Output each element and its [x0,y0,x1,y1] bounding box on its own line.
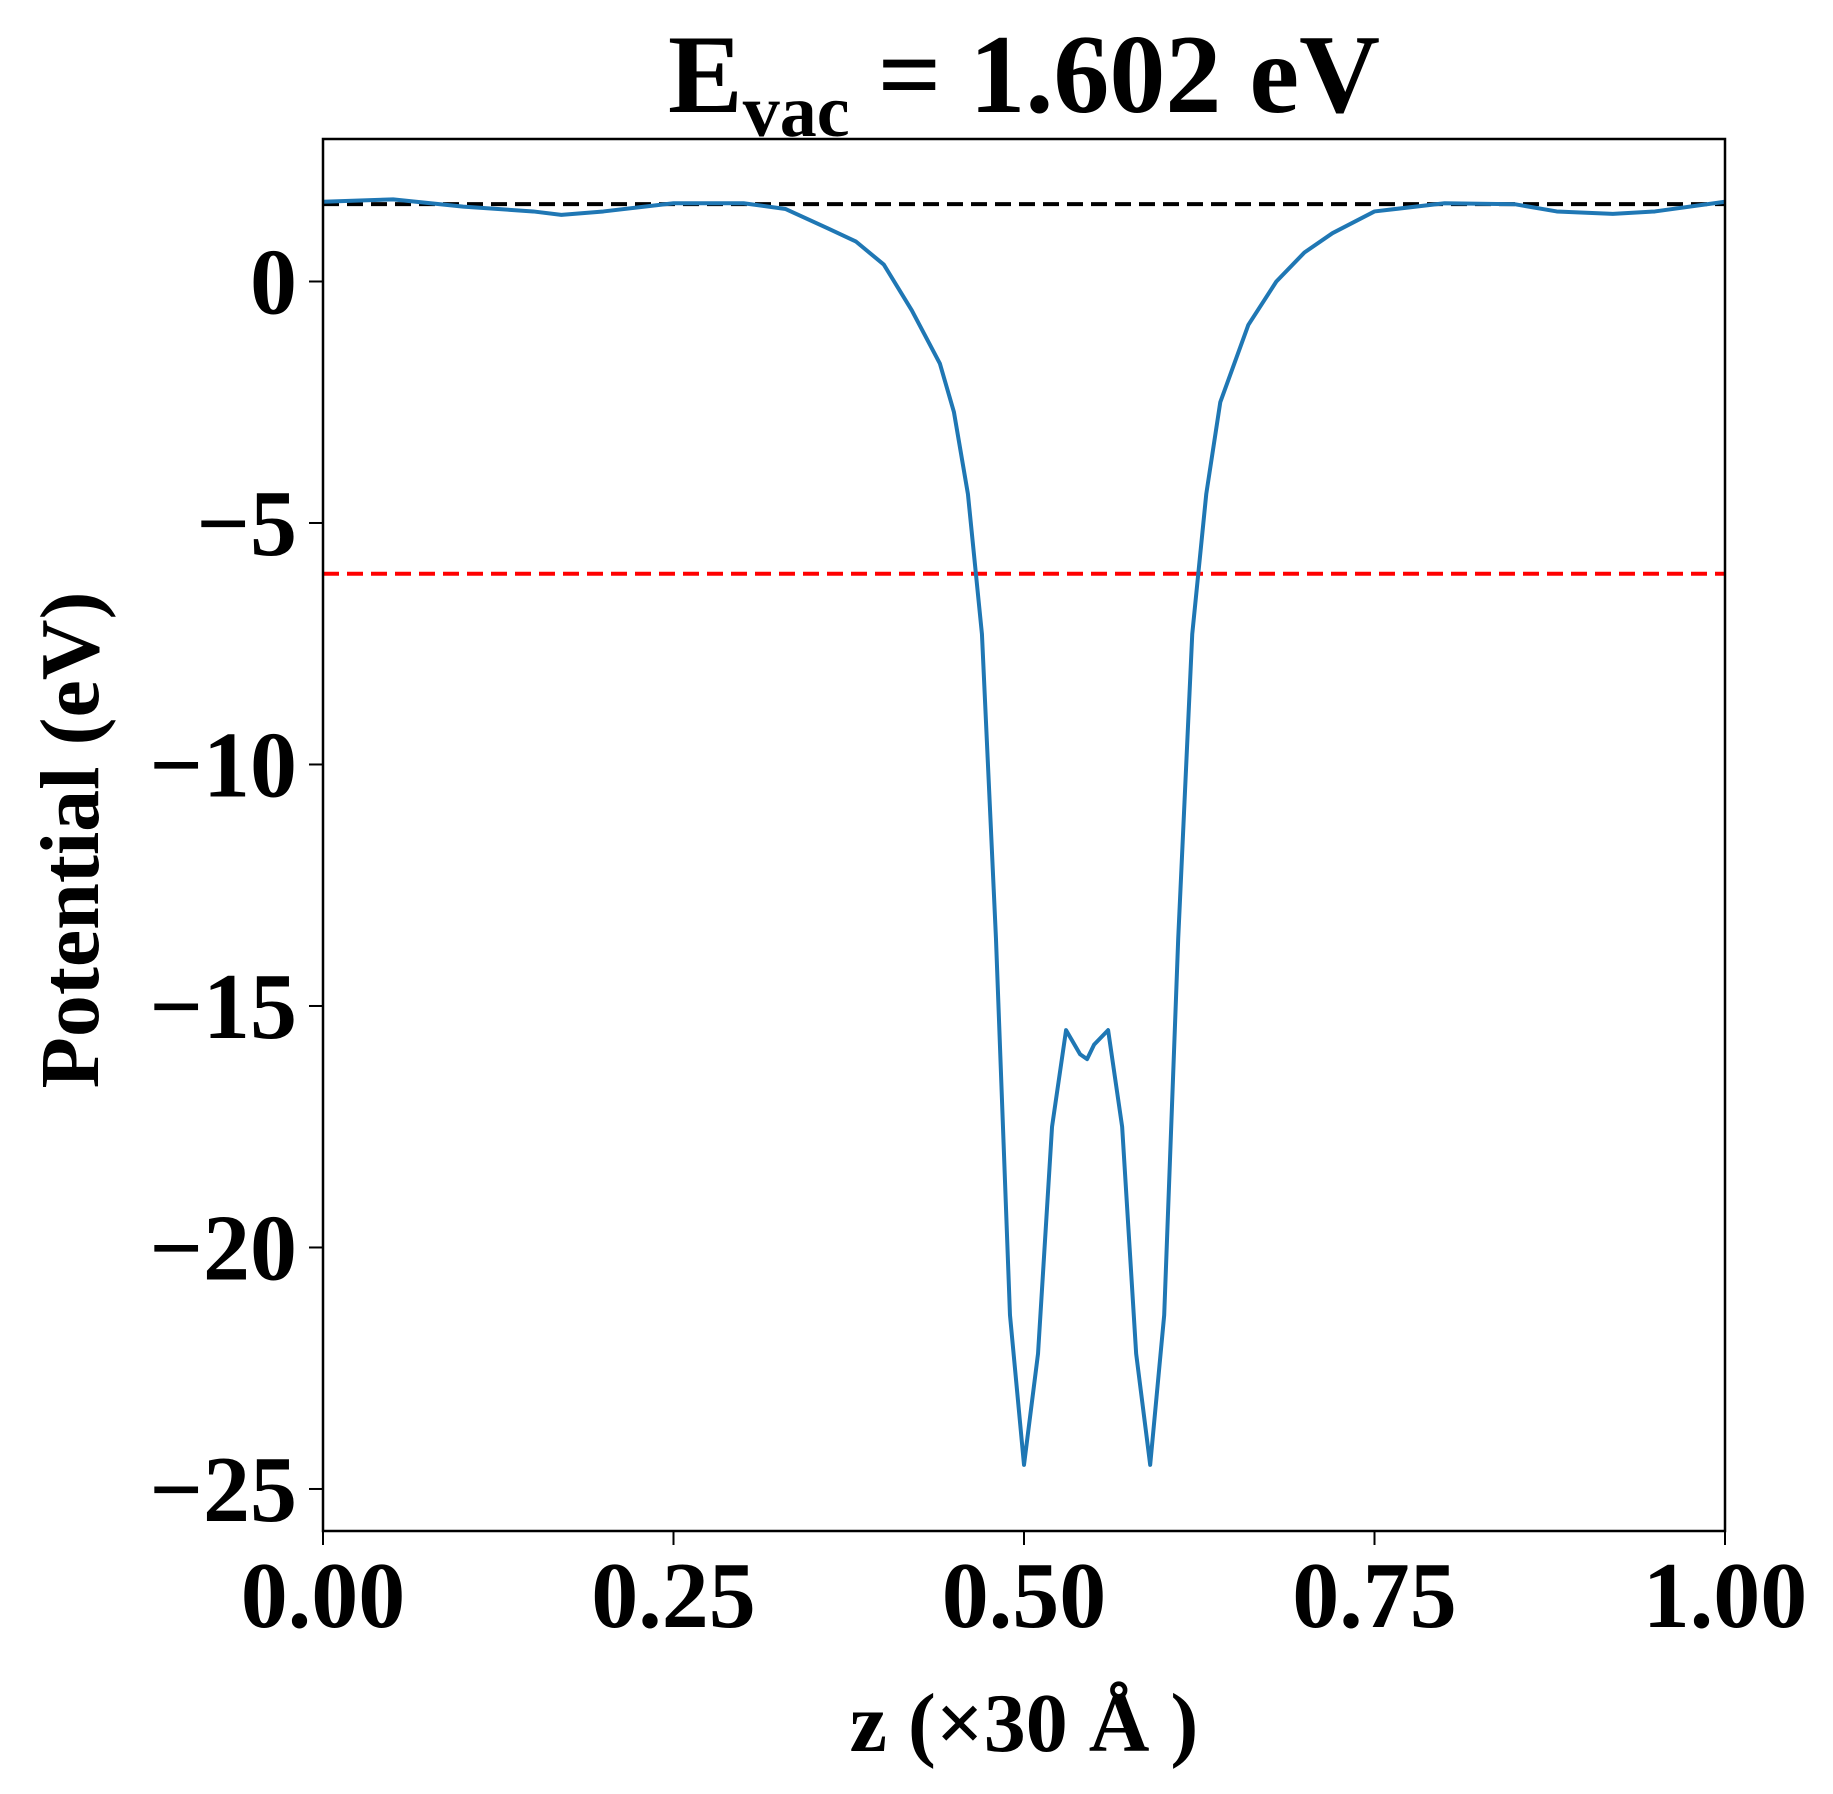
title-sub: vac [743,71,850,153]
x-tick-label: 1.00 [1643,1544,1808,1648]
title-main: E [668,13,743,137]
x-tick-label: 0.75 [1292,1544,1457,1648]
y-axis-label: Potential (eV) [24,592,117,1089]
x-tick-label: 0.00 [241,1544,406,1648]
y-tick-label: 0 [250,230,297,334]
title-rest: = 1.602 eV [850,13,1380,137]
x-tick-label: 0.50 [942,1544,1107,1648]
x-tick-label: 0.25 [591,1544,756,1648]
chart-title: Evac = 1.602 eV [668,13,1380,153]
data-line [322,197,1726,1467]
plot-frame [321,137,1727,1533]
y-tick-label: −20 [149,1196,297,1300]
x-axis-label: z (×30 Å ) [850,1677,1199,1770]
y-tick-label: −5 [196,472,297,576]
y-tick-label: −25 [149,1438,297,1542]
y-tick-label: −15 [149,955,297,1059]
y-tick-label: −10 [149,713,297,817]
